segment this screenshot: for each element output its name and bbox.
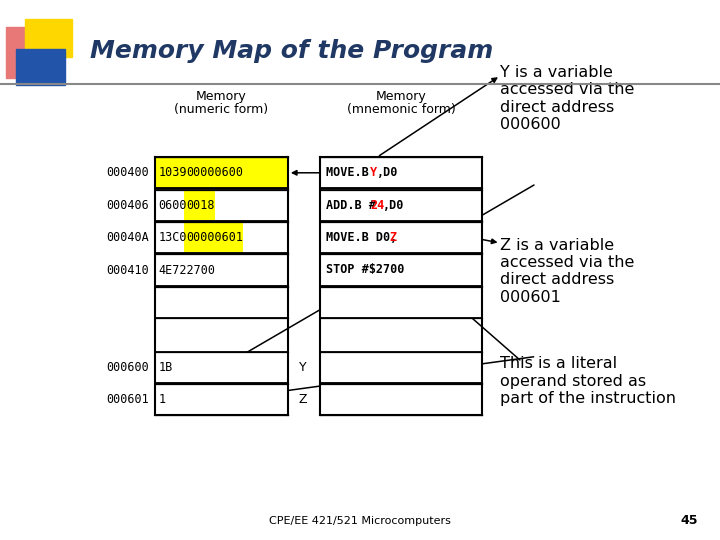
Bar	[184, 223, 243, 252]
Text: STOP #$2700: STOP #$2700	[326, 264, 405, 276]
Bar	[155, 254, 288, 286]
Text: 0018: 0018	[186, 199, 215, 212]
Text: 000410: 000410	[107, 264, 149, 276]
Text: 00000601: 00000601	[186, 231, 243, 244]
Bar	[6, 27, 48, 78]
Text: 000600: 000600	[107, 361, 149, 374]
Text: 24: 24	[370, 199, 384, 212]
Bar	[16, 49, 65, 85]
Text: Y: Y	[299, 361, 306, 374]
Text: (numeric form): (numeric form)	[174, 103, 269, 116]
Text: Y: Y	[370, 166, 377, 179]
Bar	[184, 191, 215, 220]
Text: This is a literal
operand stored as
part of the instruction: This is a literal operand stored as part…	[500, 356, 676, 406]
Bar	[320, 384, 482, 415]
Bar	[320, 190, 482, 221]
Bar	[155, 190, 288, 221]
Bar	[184, 158, 243, 187]
Bar	[155, 287, 288, 318]
Text: 000601: 000601	[107, 393, 149, 406]
Text: 000400: 000400	[107, 166, 149, 179]
Text: 13C0: 13C0	[158, 231, 187, 244]
Text: (mnemonic form): (mnemonic form)	[347, 103, 456, 116]
Text: Memory Map of the Program: Memory Map of the Program	[90, 39, 493, 63]
Text: Z: Z	[298, 393, 307, 406]
Text: Z: Z	[389, 231, 396, 244]
Text: 45: 45	[681, 514, 698, 526]
Text: ,D0: ,D0	[377, 166, 398, 179]
Bar	[155, 352, 288, 383]
Bar	[320, 287, 482, 318]
Text: CPE/EE 421/521 Microcomputers: CPE/EE 421/521 Microcomputers	[269, 516, 451, 526]
Bar	[320, 352, 482, 383]
Text: 00040A: 00040A	[107, 231, 149, 244]
Text: Memory: Memory	[196, 90, 247, 103]
Bar	[25, 19, 72, 57]
Text: 1B: 1B	[158, 361, 173, 374]
Text: 27: 27	[395, 361, 408, 374]
Text: 1: 1	[158, 393, 166, 406]
Text: MOVE.B: MOVE.B	[326, 166, 376, 179]
Text: 00000600: 00000600	[186, 166, 243, 179]
Text: ADD.B #: ADD.B #	[326, 199, 376, 212]
Text: MOVE.B D0,: MOVE.B D0,	[326, 231, 397, 244]
Text: 1039: 1039	[158, 166, 187, 179]
Bar	[155, 384, 288, 415]
Bar	[320, 254, 482, 286]
Text: Z is a variable
accessed via the
direct address
000601: Z is a variable accessed via the direct …	[500, 238, 635, 305]
Text: Memory: Memory	[376, 90, 427, 103]
Text: 4E722700: 4E722700	[158, 264, 215, 276]
Text: Y is a variable
accessed via the
direct address
000600: Y is a variable accessed via the direct …	[500, 65, 635, 132]
Bar	[155, 157, 288, 188]
Text: 000406: 000406	[107, 199, 149, 212]
Bar	[155, 222, 288, 253]
Bar	[320, 222, 482, 253]
Bar	[320, 157, 482, 188]
Text: ,D0: ,D0	[383, 199, 404, 212]
Text: 0600: 0600	[158, 199, 187, 212]
